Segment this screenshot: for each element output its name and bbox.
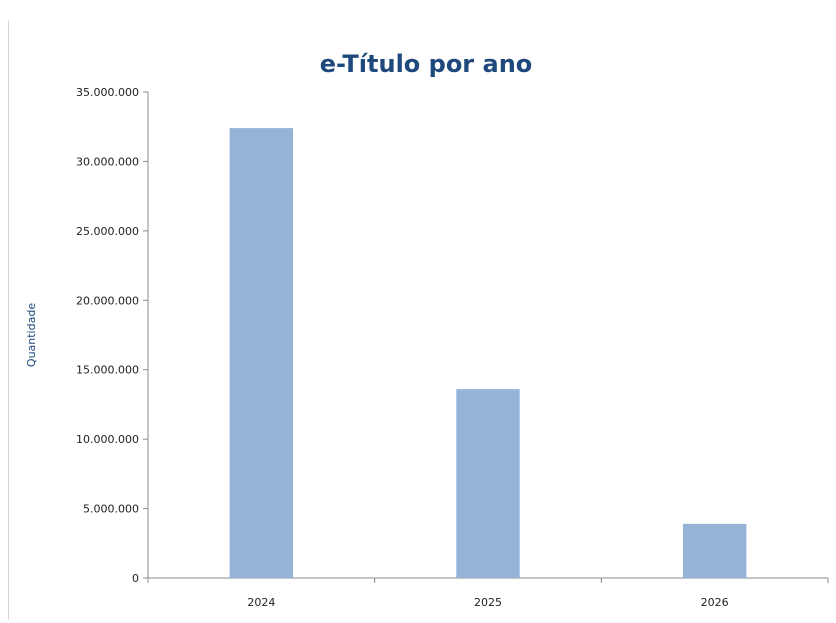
bar-2024 (229, 128, 294, 579)
y-tick-label: 0 (132, 572, 139, 585)
y-ticks: 0 5.000.000 10.000.000 15.000.000 20.000.000… (76, 86, 148, 585)
chart-title: e-Título por ano (320, 50, 533, 78)
y-tick-label: 5.000.000 (83, 503, 139, 516)
x-tick-label: 2024 (247, 596, 275, 609)
x-tick-label: 2026 (701, 596, 729, 609)
y-tick-label: 20.000.000 (76, 294, 139, 307)
y-tick-label: 10.000.000 (76, 433, 139, 446)
x-tick-label: 2025 (474, 596, 502, 609)
y-tick-label: 35.000.000 (76, 86, 139, 99)
chart-frame (8, 20, 834, 620)
y-tick-label: 15.000.000 (76, 364, 139, 377)
y-axis-label: Quantidade (25, 303, 38, 367)
x-ticks: 2024 2025 2026 (147, 578, 829, 609)
bars (229, 128, 747, 579)
bar-2025 (456, 389, 520, 578)
bar-2026 (682, 523, 747, 578)
y-tick-label: 25.000.000 (76, 225, 139, 238)
y-tick-label: 30.000.000 (76, 155, 139, 168)
